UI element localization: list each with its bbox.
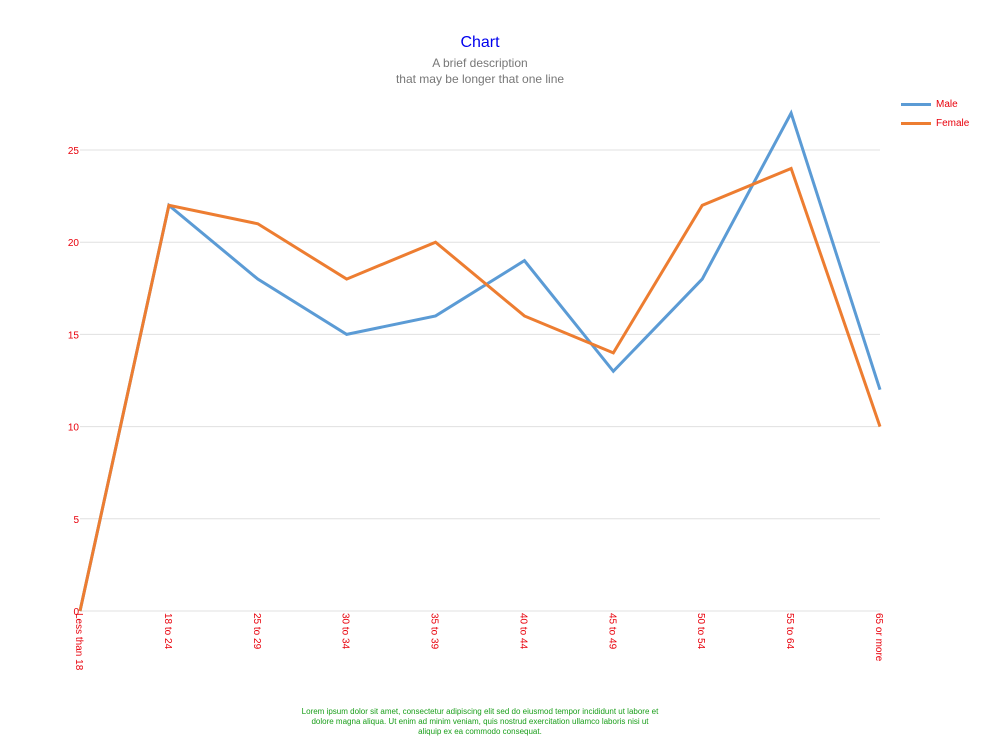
y-tick-label: 5 (73, 515, 79, 526)
x-tick-label: 50 to 54 (695, 613, 706, 650)
series-line-male[interactable] (78, 109, 882, 612)
series-line-female[interactable] (78, 166, 882, 612)
x-tick-label: 25 to 29 (251, 613, 262, 650)
legend-swatch-male (901, 103, 931, 106)
chart-subtitle-line-2: that may be longer that one line (395, 72, 565, 86)
legend-swatch-female (901, 122, 931, 125)
x-tick-label: 18 to 24 (162, 613, 173, 650)
footnote: Lorem ipsum dolor sit amet, consectetur … (301, 707, 659, 736)
x-tick-label: Less than 18 (73, 613, 84, 671)
chart-subtitle-line-1: A brief description (432, 56, 528, 70)
y-tick-label: 0 (73, 607, 79, 618)
y-tick-label: 25 (68, 146, 80, 157)
y-tick-label: 20 (68, 238, 80, 249)
legend: Male Female (901, 95, 969, 133)
x-tick-label: 65 or more (873, 613, 884, 662)
x-tick-label: 35 to 39 (429, 613, 440, 650)
y-tick-label: 15 (68, 330, 80, 341)
x-tick-label: 55 to 64 (784, 613, 795, 650)
x-tick-label: 45 to 49 (606, 613, 617, 650)
y-tick-label: 10 (68, 423, 80, 434)
x-tick-label: 30 to 34 (340, 613, 351, 650)
legend-item-female[interactable]: Female (901, 114, 969, 133)
x-tick-label: 40 to 44 (517, 613, 528, 650)
legend-label-female: Female (936, 118, 970, 129)
legend-label-male: Male (936, 99, 958, 110)
chart-title: Chart (460, 34, 500, 51)
legend-item-male[interactable]: Male (901, 95, 969, 114)
